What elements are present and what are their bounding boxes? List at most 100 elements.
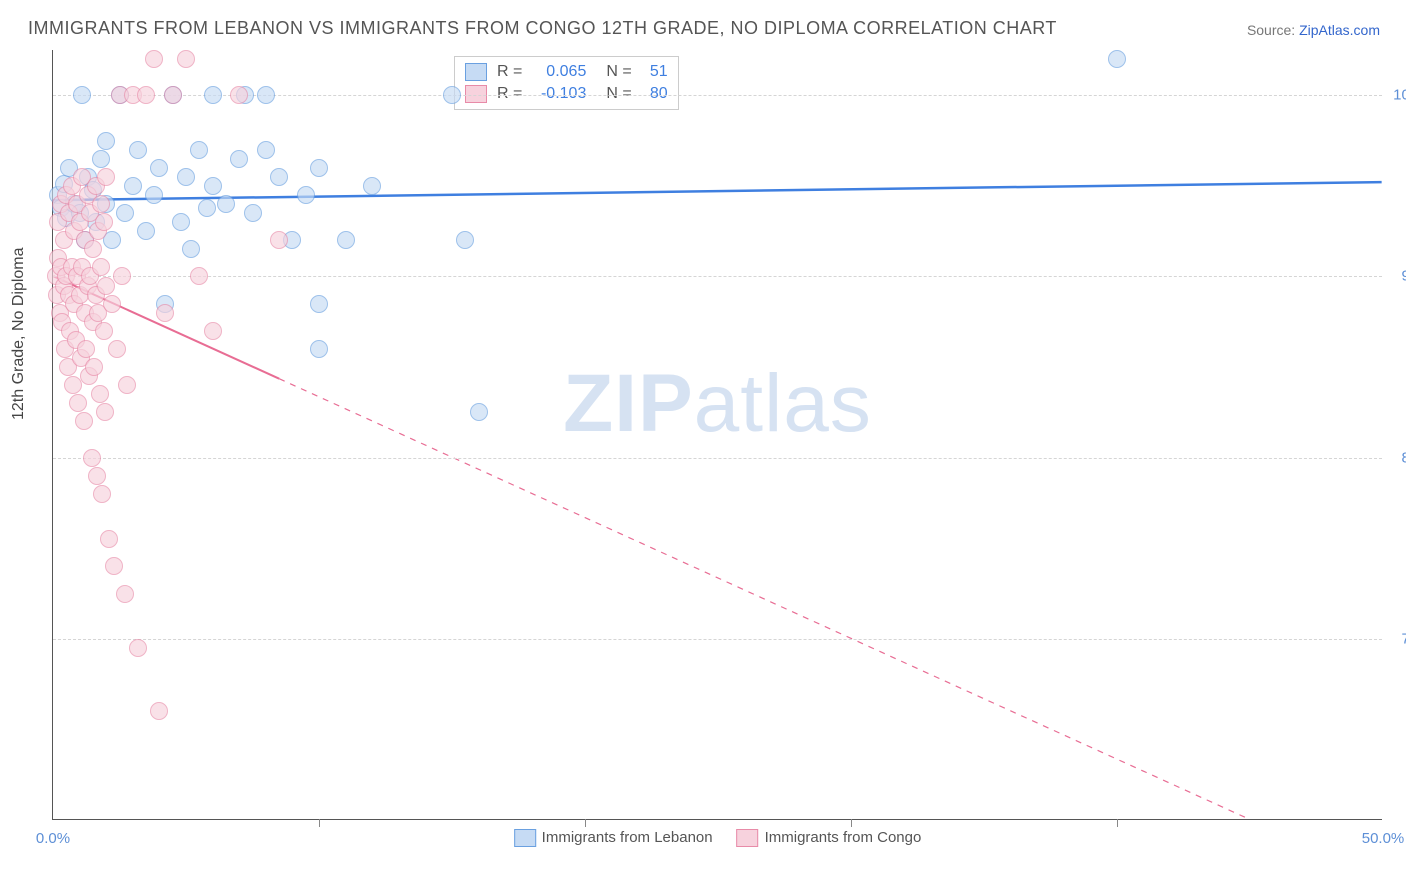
legend-series-name: Immigrants from Congo [765, 829, 922, 846]
data-point [129, 639, 147, 657]
data-point [95, 322, 113, 340]
data-point [88, 467, 106, 485]
data-point [77, 340, 95, 358]
legend-swatch [465, 85, 487, 103]
data-point [116, 204, 134, 222]
data-point [204, 177, 222, 195]
watermark-bold: ZIP [563, 358, 694, 449]
source-link[interactable]: ZipAtlas.com [1299, 22, 1380, 38]
data-point [177, 168, 195, 186]
x-tick-minor [1117, 819, 1118, 827]
data-point [198, 199, 216, 217]
legend-row: R = -0.103 N = 80 [465, 83, 668, 105]
data-point [116, 585, 134, 603]
data-point [310, 295, 328, 313]
data-point [124, 177, 142, 195]
data-point [172, 213, 190, 231]
data-point [337, 231, 355, 249]
data-point [69, 394, 87, 412]
source-attribution: Source: ZipAtlas.com [1247, 22, 1380, 38]
x-tick-label: 0.0% [36, 830, 70, 847]
data-point [145, 186, 163, 204]
data-point [443, 86, 461, 104]
y-tick-label: 100.0% [1393, 87, 1406, 104]
data-point [92, 195, 110, 213]
correlation-legend: R = 0.065 N = 51 R = -0.103 N = 80 [454, 56, 679, 110]
data-point [91, 385, 109, 403]
legend-r-label: R = [497, 85, 522, 103]
gridline-horizontal [53, 458, 1382, 459]
legend-item: Immigrants from Congo [737, 829, 922, 847]
data-point [204, 322, 222, 340]
data-point [100, 530, 118, 548]
legend-swatch [737, 829, 759, 847]
data-point [118, 376, 136, 394]
data-point [270, 231, 288, 249]
data-point [96, 403, 114, 421]
legend-n-label: N = [606, 85, 631, 103]
data-point [75, 412, 93, 430]
data-point [230, 150, 248, 168]
legend-n-value: 80 [638, 85, 668, 103]
data-point [177, 50, 195, 68]
legend-r-value: -0.103 [528, 85, 586, 103]
data-point [164, 86, 182, 104]
x-tick-label: 50.0% [1362, 830, 1405, 847]
x-tick-minor [851, 819, 852, 827]
y-tick-label: 90.0% [1401, 268, 1406, 285]
trend-line-solid [53, 182, 1381, 200]
legend-item: Immigrants from Lebanon [514, 829, 713, 847]
data-point [270, 168, 288, 186]
data-point [97, 277, 115, 295]
source-prefix: Source: [1247, 22, 1299, 38]
data-point [190, 141, 208, 159]
legend-r-value: 0.065 [528, 63, 586, 81]
legend-row: R = 0.065N = 51 [465, 61, 668, 83]
data-point [230, 86, 248, 104]
legend-n-value: 51 [638, 63, 668, 81]
data-point [145, 50, 163, 68]
legend-swatch [465, 63, 487, 81]
data-point [244, 204, 262, 222]
watermark: ZIPatlas [563, 357, 872, 451]
data-point [297, 186, 315, 204]
data-point [204, 86, 222, 104]
data-point [363, 177, 381, 195]
data-point [456, 231, 474, 249]
trend-line-dashed [279, 379, 1249, 819]
data-point [217, 195, 235, 213]
y-axis-label: 12th Grade, No Diploma [10, 247, 28, 420]
watermark-rest: atlas [694, 358, 872, 449]
data-point [84, 240, 102, 258]
gridline-horizontal [53, 639, 1382, 640]
data-point [73, 86, 91, 104]
x-tick-minor [585, 819, 586, 827]
data-point [92, 150, 110, 168]
data-point [95, 213, 113, 231]
gridline-horizontal [53, 276, 1382, 277]
y-tick-label: 70.0% [1401, 630, 1406, 647]
data-point [108, 340, 126, 358]
legend-n-label: N = [606, 63, 631, 81]
data-point [64, 376, 82, 394]
data-point [310, 159, 328, 177]
data-point [190, 267, 208, 285]
data-point [150, 159, 168, 177]
data-point [150, 702, 168, 720]
data-point [137, 222, 155, 240]
data-point [257, 86, 275, 104]
legend-swatch [514, 829, 536, 847]
data-point [103, 295, 121, 313]
data-point [1108, 50, 1126, 68]
data-point [137, 86, 155, 104]
data-point [97, 132, 115, 150]
plot-area: ZIPatlas R = 0.065 N = 51 R = -0.103 N = 80… [52, 50, 1382, 820]
legend-series-name: Immigrants from Lebanon [542, 829, 713, 846]
data-point [257, 141, 275, 159]
data-point [129, 141, 147, 159]
data-point [156, 304, 174, 322]
data-point [85, 358, 103, 376]
data-point [97, 168, 115, 186]
data-point [105, 557, 123, 575]
data-point [470, 403, 488, 421]
